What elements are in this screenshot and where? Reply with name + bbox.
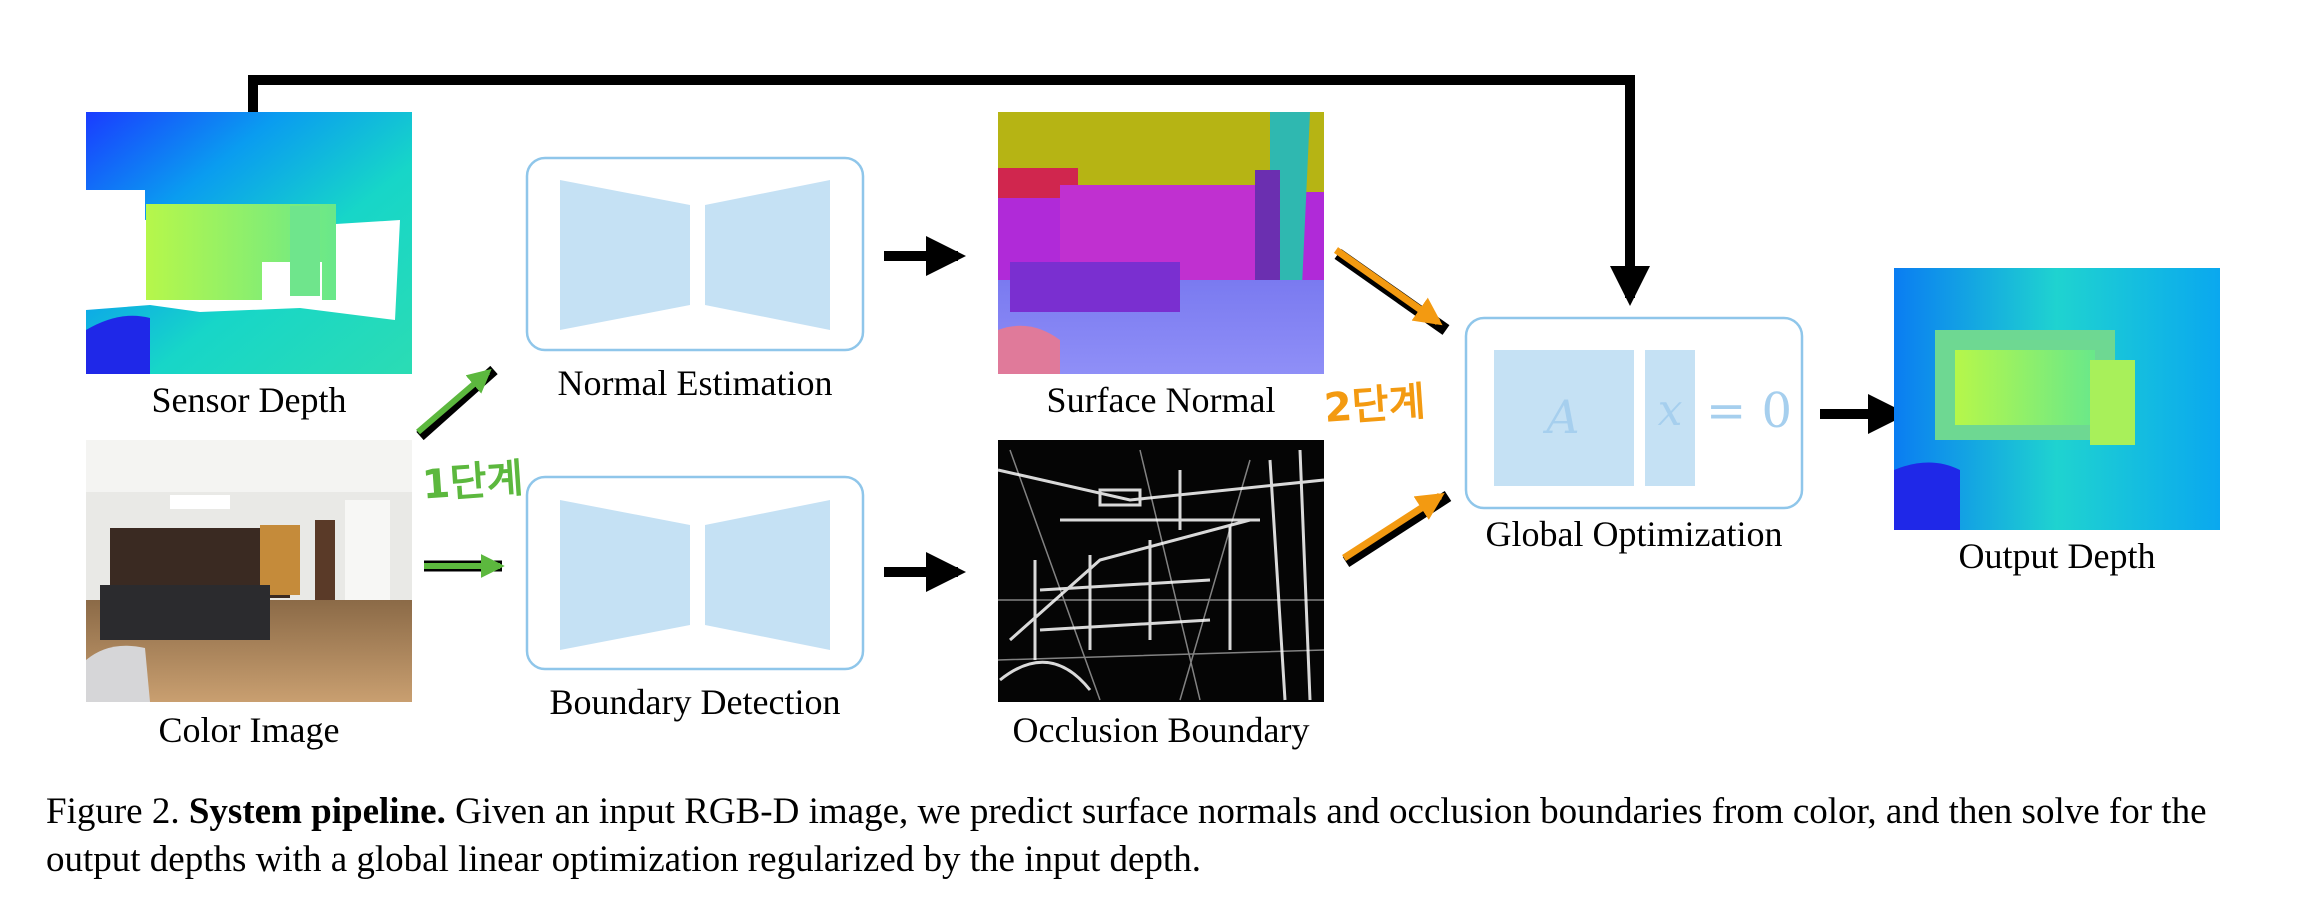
surface-normal-image bbox=[998, 112, 1324, 374]
label-surface-normal: Surface Normal bbox=[1047, 380, 1276, 420]
boundary-detection-network bbox=[525, 475, 865, 671]
arrow-occlusion-to-optimization bbox=[1342, 490, 1452, 568]
annotation-step-1: 1단계 bbox=[421, 456, 525, 509]
skip-connection-arrow bbox=[248, 75, 1650, 306]
label-global-optimization: Global Optimization bbox=[1486, 514, 1783, 554]
caption-text: Given an input RGB-D image, we predict s… bbox=[46, 791, 2207, 880]
equation-matrix: A bbox=[1542, 390, 1579, 444]
label-boundary-detection: Boundary Detection bbox=[550, 682, 841, 722]
label-normal-estimation: Normal Estimation bbox=[558, 363, 833, 403]
arrow-surface-to-optimization bbox=[1333, 247, 1450, 335]
arrow-color-to-normal bbox=[416, 365, 498, 441]
normal-estimation-network bbox=[525, 156, 865, 352]
label-occlusion-boundary: Occlusion Boundary bbox=[1013, 710, 1310, 750]
figure-caption: Figure 2. System pipeline. Given an inpu… bbox=[46, 788, 2276, 884]
caption-prefix: Figure 2. bbox=[46, 791, 180, 832]
equation-rhs: = 0 bbox=[1706, 383, 1792, 439]
occlusion-boundary-image bbox=[997, 440, 1325, 702]
label-color-image: Color Image bbox=[159, 710, 340, 750]
global-optimization-box: A x = 0 bbox=[1464, 316, 1804, 510]
sensor-depth-image bbox=[86, 112, 412, 374]
output-depth-image bbox=[1894, 268, 2220, 530]
color-image bbox=[86, 440, 412, 702]
caption-title: System pipeline. bbox=[188, 791, 446, 832]
annotation-step-2: 2단계 bbox=[1323, 379, 1427, 432]
equation-vector: x bbox=[1658, 385, 1683, 436]
label-sensor-depth: Sensor Depth bbox=[152, 380, 347, 420]
label-output-depth: Output Depth bbox=[1959, 536, 2156, 576]
